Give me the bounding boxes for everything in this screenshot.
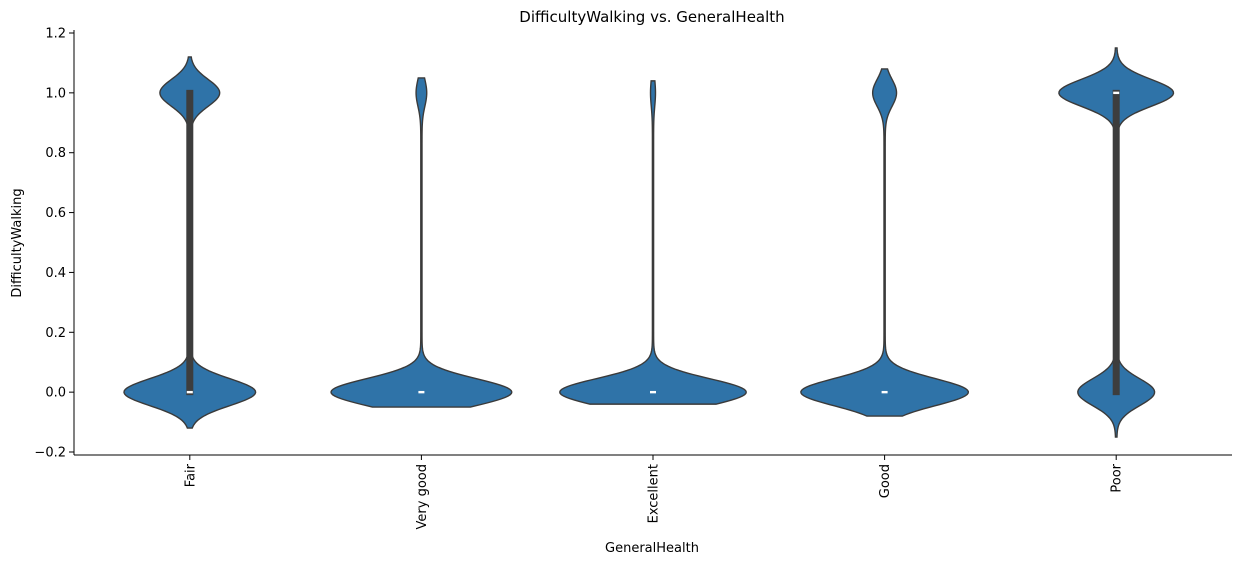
y-tick-label: 0.2: [45, 326, 66, 341]
violin-body: [330, 77, 513, 408]
violin-body: [559, 80, 747, 405]
median-marker: [186, 390, 193, 394]
x-tick-label: Very good: [415, 464, 430, 529]
median-marker: [418, 390, 425, 394]
y-tick-label: −0.2: [34, 446, 66, 461]
median-marker: [881, 390, 888, 394]
y-tick-label: 0.0: [45, 386, 66, 401]
y-tick-label: 0.6: [45, 206, 66, 221]
y-tick-label: 0.4: [45, 266, 66, 281]
violin-body: [800, 68, 969, 417]
iqr-box: [186, 89, 194, 396]
chart-title: DifficultyWalking vs. GeneralHealth: [519, 8, 784, 26]
iqr-box: [1112, 89, 1120, 396]
x-axis: Fair Very good Excellent Good Poor: [74, 454, 1232, 529]
y-tick-label: 1.2: [45, 26, 66, 41]
violin-excellent: [559, 80, 747, 405]
x-tick-label: Good: [878, 464, 893, 498]
y-tick-label: 1.0: [45, 86, 66, 101]
x-tick-label: Excellent: [647, 464, 662, 523]
y-axis: −0.2 0.0 0.2 0.4 0.6 0.8 1.0 1.2: [34, 26, 75, 461]
median-marker: [650, 390, 656, 394]
x-tick-label: Fair: [183, 463, 198, 487]
y-axis-title: DifficultyWalking: [10, 188, 25, 297]
violin-very-good: [330, 77, 513, 408]
median-marker: [1113, 91, 1120, 95]
x-tick-label: Poor: [1110, 463, 1125, 492]
y-tick-label: 0.8: [45, 146, 66, 161]
violin-good: [800, 68, 969, 417]
violins-group: [123, 47, 1175, 438]
violin-fair: [123, 56, 257, 429]
violin-poor: [1058, 47, 1175, 438]
x-axis-title: GeneralHealth: [605, 541, 699, 556]
